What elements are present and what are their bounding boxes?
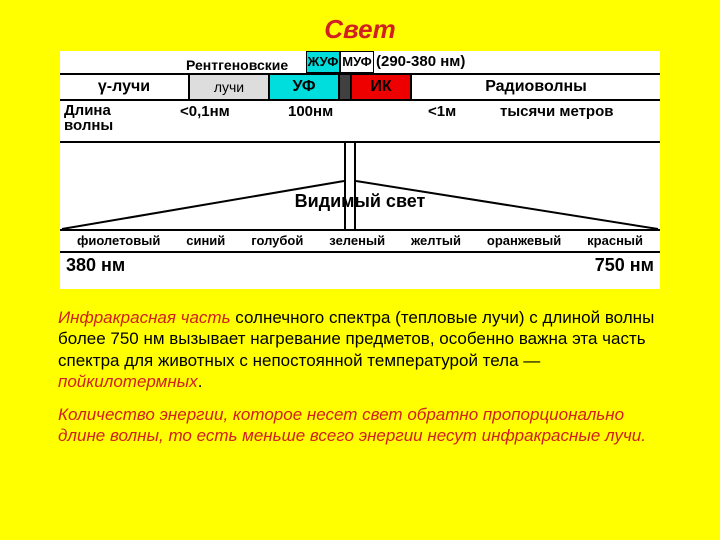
visible-expansion: Видимый свет — [60, 141, 660, 231]
p1-lead: Инфракрасная часть — [58, 308, 231, 327]
wavelength-scale: Длина волны <0,1нм 100нм <1м тысячи метр… — [60, 103, 660, 143]
nm-row: 380 нм 750 нм — [60, 251, 660, 289]
paragraph-2: Количество энергии, которое несет свет о… — [58, 404, 662, 447]
label-rentgen: Рентгеновские — [186, 57, 288, 73]
seg-luchi: лучи — [190, 75, 270, 99]
scale-100nm: 100нм — [288, 103, 333, 120]
expansion-lines — [60, 141, 660, 229]
color-cyan: голубой — [251, 233, 303, 248]
color-red: красный — [587, 233, 643, 248]
seg-visible — [340, 75, 352, 99]
color-row: фиолетовый синий голубой зеленый желтый … — [60, 229, 660, 253]
p1-dot: . — [198, 372, 203, 391]
visible-label: Видимый свет — [60, 191, 660, 212]
label-dlina: Длина волны — [64, 103, 113, 133]
seg-uf: УФ — [270, 75, 340, 99]
spectrum-bar: γ-лучи лучи УФ ИК Радиоволны — [60, 73, 660, 101]
box-muf: МУФ — [340, 51, 374, 73]
box-zhuf: ЖУФ — [306, 51, 340, 73]
scale-km: тысячи метров — [500, 103, 613, 120]
color-blue: синий — [186, 233, 225, 248]
color-green: зеленый — [329, 233, 385, 248]
nm-380: 380 нм — [66, 255, 125, 276]
color-yellow: желтый — [411, 233, 461, 248]
label-dlina-2: волны — [64, 118, 113, 133]
scale-01nm: <0,1нм — [180, 103, 230, 120]
seg-radio: Радиоволны — [412, 75, 660, 99]
paragraph-1: Инфракрасная часть солнечного спектра (т… — [58, 307, 662, 392]
color-violet: фиолетовый — [77, 233, 160, 248]
scale-1m: <1м — [428, 103, 456, 120]
label-range: (290-380 нм) — [376, 53, 465, 70]
p1-tail: пойкилотермных — [58, 372, 198, 391]
color-orange: оранжевый — [487, 233, 561, 248]
spectrum-diagram: Рентгеновские ЖУФ МУФ (290-380 нм) γ-луч… — [60, 51, 660, 289]
label-dlina-1: Длина — [64, 103, 113, 118]
nm-750: 750 нм — [595, 255, 654, 276]
page-title: Свет — [0, 0, 720, 45]
seg-ik: ИК — [352, 75, 412, 99]
top-labels: Рентгеновские ЖУФ МУФ (290-380 нм) — [60, 51, 660, 73]
seg-gamma: γ-лучи — [60, 75, 190, 99]
